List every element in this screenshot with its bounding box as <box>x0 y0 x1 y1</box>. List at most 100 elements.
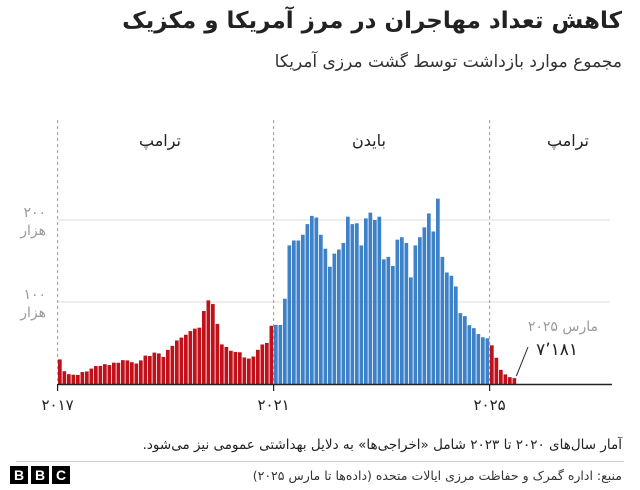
data-bar <box>323 248 328 384</box>
data-bar <box>71 374 76 384</box>
logo-letter: B <box>10 466 28 484</box>
data-bar <box>98 365 103 384</box>
data-bar <box>512 378 517 384</box>
data-bar <box>229 350 233 384</box>
data-bar <box>301 234 305 384</box>
data-bar <box>193 328 197 384</box>
chart-title: کاهش تعداد مهاجران در مرز آمریکا و مکزیک <box>122 8 622 34</box>
data-bar <box>445 272 449 384</box>
data-bar <box>206 300 211 384</box>
data-bar <box>242 357 247 384</box>
data-bar <box>197 327 202 384</box>
annotation-leader <box>515 346 529 377</box>
data-bar <box>350 224 355 384</box>
data-bar <box>125 360 130 384</box>
data-bar <box>341 242 346 384</box>
data-bar <box>274 324 278 384</box>
data-bar <box>148 356 152 384</box>
footnote: آمار سال‌های ۲۰۲۰ تا ۲۰۲۳ شامل «اخراجی‌ه… <box>142 437 622 453</box>
annotation-date: مارس ۲۰۲۵ <box>528 319 598 335</box>
data-bar <box>188 331 193 384</box>
data-bar <box>85 371 89 384</box>
data-bar <box>220 344 224 384</box>
data-bar <box>76 374 80 384</box>
data-bar <box>287 245 292 384</box>
data-bar <box>67 374 71 384</box>
data-bar <box>179 337 184 384</box>
logo-letter: C <box>52 466 70 484</box>
data-bar <box>305 224 310 384</box>
data-bar <box>134 363 139 384</box>
data-bar <box>292 240 296 384</box>
data-bar <box>481 337 485 384</box>
data-bar <box>184 334 188 384</box>
data-bar <box>418 237 422 384</box>
data-bar <box>296 240 301 384</box>
period-label: بایدن <box>352 131 386 150</box>
data-bar <box>382 259 386 384</box>
footer-divider <box>16 461 624 462</box>
data-bar <box>224 346 229 384</box>
data-bar <box>116 362 121 384</box>
data-bar <box>467 325 472 384</box>
data-bar <box>346 216 350 384</box>
data-bar <box>58 359 62 384</box>
data-bar <box>485 338 490 384</box>
data-bar <box>400 237 404 384</box>
data-bar <box>283 298 287 384</box>
data-bar <box>157 353 161 384</box>
data-bar <box>265 342 269 384</box>
data-bar <box>107 365 112 384</box>
data-bar <box>269 325 274 384</box>
data-bar <box>386 256 391 384</box>
data-bar <box>166 349 170 384</box>
y-tick-unit: هزار <box>19 223 46 239</box>
data-bar <box>130 362 134 384</box>
data-bar <box>359 245 364 384</box>
data-bar <box>499 369 503 384</box>
bbc-logo: B B C <box>10 466 70 484</box>
x-tick-label: ۲۰۲۱ <box>257 396 289 414</box>
data-bar <box>454 286 458 384</box>
data-bar <box>260 344 265 384</box>
logo-letter: B <box>31 466 49 484</box>
data-bar <box>94 366 98 384</box>
y-tick-label: ۲۰۰ <box>23 205 46 221</box>
data-bar <box>391 265 395 384</box>
data-bar <box>89 368 94 384</box>
annotation-value: ۷٬۱۸۱ <box>536 340 578 360</box>
data-bar <box>328 266 332 384</box>
y-tick-label: ۱۰۰ <box>23 287 46 303</box>
data-bar <box>409 277 413 384</box>
data-bar <box>202 311 206 384</box>
data-bar <box>251 356 256 384</box>
data-bar <box>211 304 215 384</box>
data-bar <box>238 352 242 384</box>
data-bar <box>503 374 508 384</box>
data-bar <box>337 249 341 384</box>
data-bar <box>472 328 476 384</box>
data-bar <box>62 371 67 384</box>
x-tick-label: ۲۰۲۵ <box>473 396 505 414</box>
data-bar <box>256 349 260 384</box>
data-bar <box>319 234 323 384</box>
data-bar <box>314 217 319 384</box>
x-tick-label: ۲۰۱۷ <box>41 396 73 414</box>
data-bar <box>152 352 157 384</box>
data-bar <box>427 213 431 384</box>
data-bar <box>143 355 148 384</box>
data-bar <box>463 316 467 384</box>
data-bar <box>161 356 166 384</box>
data-bar <box>422 227 427 384</box>
data-bar <box>355 223 359 384</box>
data-bar <box>139 360 143 384</box>
data-bar <box>476 334 481 384</box>
data-bar <box>494 357 499 384</box>
data-bar <box>377 216 382 384</box>
data-bar <box>431 231 436 384</box>
data-bar <box>121 360 125 384</box>
data-bar <box>247 358 251 384</box>
data-bar <box>364 218 368 384</box>
chart-svg: ۱۰۰ هزار ۲۰۰ هزار ترامپ بایدن ترامپ ۲۰۱۷ ۲۰۲۱ ۲۰۲… <box>19 120 612 414</box>
period-label: ترامپ <box>547 131 589 151</box>
